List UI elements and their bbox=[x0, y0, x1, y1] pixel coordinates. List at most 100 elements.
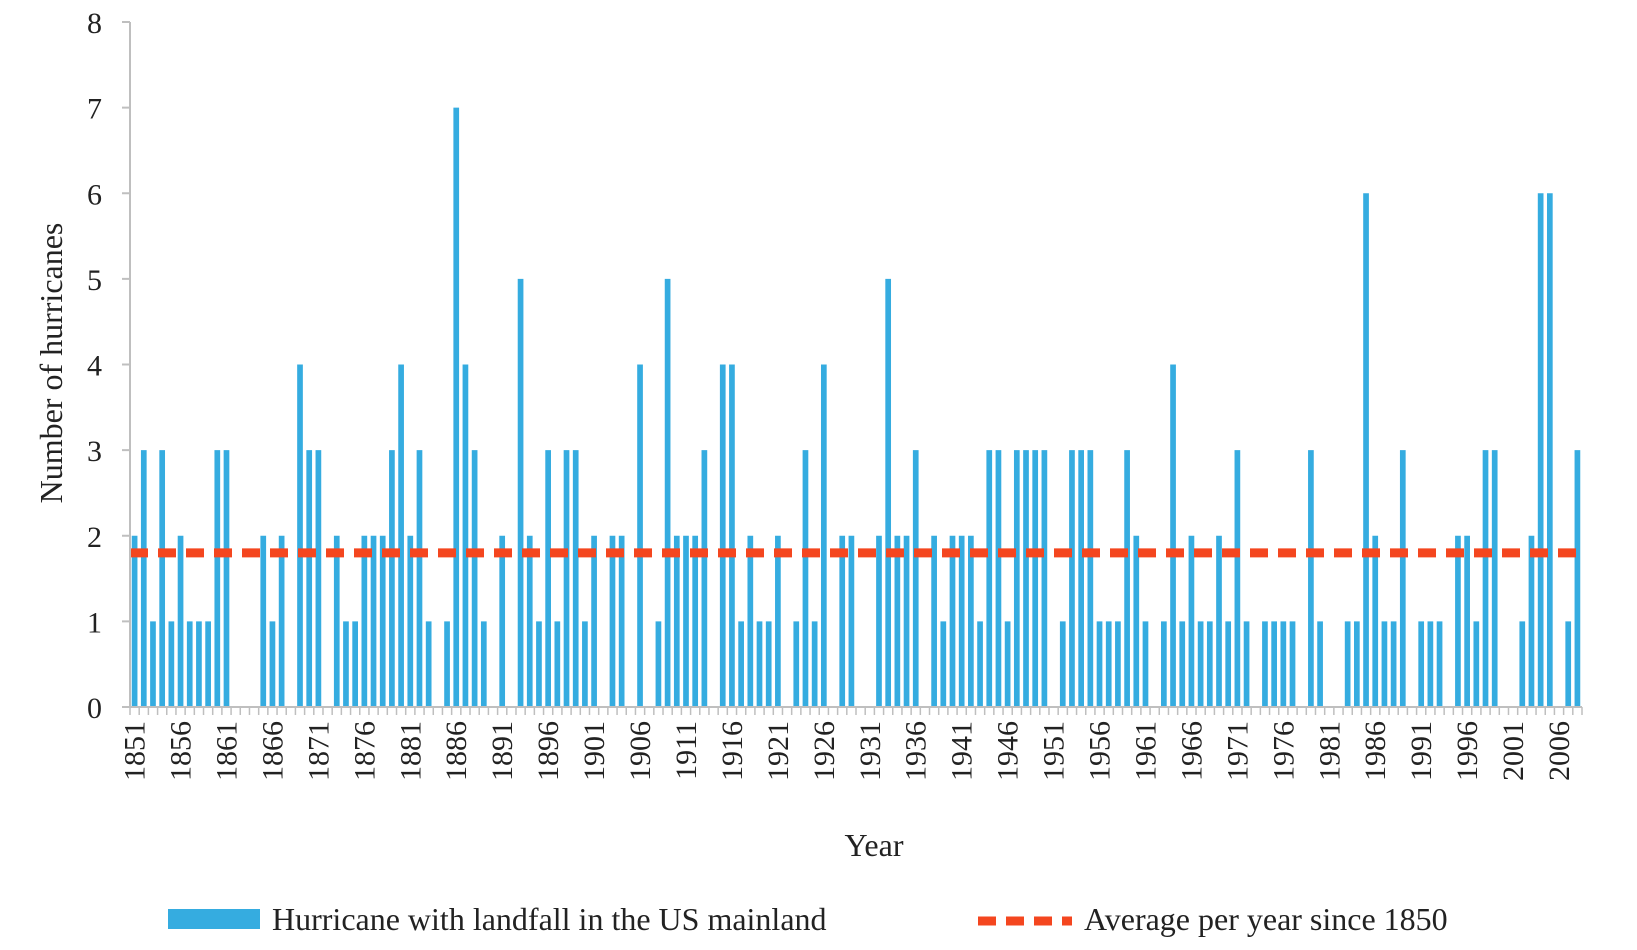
x-tick-label: 1886 bbox=[440, 721, 473, 781]
bar-1960 bbox=[1133, 535, 1140, 707]
bar-1944 bbox=[986, 450, 993, 708]
bar-1924 bbox=[802, 450, 809, 708]
bar-1935 bbox=[903, 535, 910, 707]
bar-1859 bbox=[205, 621, 211, 708]
x-tick-label: 1856 bbox=[165, 721, 198, 781]
bar-1933 bbox=[885, 278, 892, 708]
bar-1979 bbox=[1308, 450, 1314, 708]
x-tick-label: 1871 bbox=[302, 721, 335, 781]
bar-1989 bbox=[1399, 450, 1406, 708]
x-tick-label: 2001 bbox=[1497, 721, 1530, 781]
bar-1928 bbox=[839, 535, 846, 707]
bar-1926 bbox=[820, 364, 827, 707]
bar-1977 bbox=[1289, 621, 1296, 708]
bar-1916 bbox=[729, 364, 735, 707]
x-tick-label: 2006 bbox=[1543, 721, 1576, 781]
legend-label-bars: Hurricane with landfall in the US mainla… bbox=[272, 901, 827, 937]
bar-1891 bbox=[499, 535, 506, 707]
bar-1948 bbox=[1023, 450, 1029, 708]
y-axis-title: Number of hurricanes bbox=[33, 223, 69, 504]
bar-1987 bbox=[1381, 621, 1388, 708]
bar-1856 bbox=[177, 535, 184, 707]
bar-1897 bbox=[554, 621, 561, 708]
y-tick-label: 8 bbox=[87, 7, 102, 40]
bar-1901 bbox=[591, 535, 597, 707]
bar-1941 bbox=[958, 535, 965, 707]
bar-1984 bbox=[1354, 621, 1360, 708]
bar-1946 bbox=[1004, 621, 1011, 708]
bar-1876 bbox=[361, 535, 368, 707]
bar-1953 bbox=[1069, 450, 1075, 708]
bar-1858 bbox=[196, 621, 202, 708]
bar-1929 bbox=[848, 535, 855, 707]
bar-1889 bbox=[480, 621, 487, 708]
bar-1938 bbox=[931, 535, 937, 707]
bar-1940 bbox=[949, 535, 956, 707]
bar-1906 bbox=[637, 364, 643, 707]
y-tick-label: 4 bbox=[87, 350, 102, 383]
x-tick-label: 1991 bbox=[1405, 721, 1438, 781]
bar-1952 bbox=[1059, 621, 1066, 708]
bar-2008 bbox=[1574, 450, 1581, 708]
bar-1961 bbox=[1142, 621, 1149, 708]
bar-1997 bbox=[1473, 621, 1480, 708]
bar-1945 bbox=[995, 450, 1002, 708]
x-tick-label: 1951 bbox=[1038, 721, 1071, 781]
bar-1998 bbox=[1482, 450, 1489, 708]
x-tick-label: 1921 bbox=[762, 721, 795, 781]
legend: Hurricane with landfall in the US mainla… bbox=[168, 901, 1448, 937]
bar-1898 bbox=[563, 450, 570, 708]
bar-1936 bbox=[912, 450, 919, 708]
bar-1865 bbox=[260, 535, 267, 707]
bar-1999 bbox=[1491, 450, 1498, 708]
x-tick-label: 1981 bbox=[1313, 721, 1346, 781]
y-tick-label: 0 bbox=[87, 692, 102, 725]
x-tick-label: 1936 bbox=[900, 721, 933, 781]
bar-1878 bbox=[379, 535, 386, 707]
bar-1986 bbox=[1372, 535, 1379, 707]
bar-1949 bbox=[1032, 450, 1039, 708]
bar-1954 bbox=[1078, 450, 1084, 708]
x-tick-label: 1896 bbox=[532, 721, 565, 781]
bar-1853 bbox=[150, 621, 156, 708]
bar-1920 bbox=[765, 621, 772, 708]
bar-1958 bbox=[1115, 621, 1121, 708]
x-axis-title: Year bbox=[845, 827, 904, 863]
bar-1980 bbox=[1317, 621, 1323, 708]
bar-1911 bbox=[683, 535, 689, 707]
legend-label-average: Average per year since 1850 bbox=[1084, 901, 1448, 937]
bar-1932 bbox=[876, 535, 882, 707]
bar-1918 bbox=[747, 535, 754, 707]
bar-1996 bbox=[1464, 535, 1470, 707]
bar-1913 bbox=[701, 450, 708, 708]
bar-1975 bbox=[1271, 621, 1277, 708]
bar-2003 bbox=[1528, 535, 1535, 707]
bar-1963 bbox=[1161, 621, 1167, 708]
x-tick-label: 1966 bbox=[1175, 721, 1208, 781]
bar-1995 bbox=[1455, 535, 1461, 707]
bar-1900 bbox=[582, 621, 588, 708]
bar-1976 bbox=[1280, 621, 1287, 708]
bar-1988 bbox=[1390, 621, 1397, 708]
bar-1965 bbox=[1179, 621, 1186, 708]
bars-layer bbox=[131, 107, 1581, 708]
bar-1910 bbox=[673, 535, 680, 707]
bar-1888 bbox=[471, 450, 478, 708]
bar-1966 bbox=[1188, 535, 1195, 707]
bar-1956 bbox=[1096, 621, 1103, 708]
bar-1912 bbox=[692, 535, 699, 707]
bar-1915 bbox=[719, 364, 726, 707]
bar-1919 bbox=[756, 621, 763, 708]
bar-1992 bbox=[1427, 621, 1434, 708]
bar-1867 bbox=[278, 535, 285, 707]
x-tick-label: 1866 bbox=[256, 721, 289, 781]
x-tick-label: 1926 bbox=[808, 721, 841, 781]
bar-1886 bbox=[453, 107, 460, 708]
bar-1852 bbox=[140, 450, 147, 708]
bar-1893 bbox=[517, 278, 524, 708]
bar-1851 bbox=[131, 535, 138, 707]
bar-1947 bbox=[1013, 450, 1020, 708]
bar-1939 bbox=[940, 621, 947, 708]
x-tick-label: 1946 bbox=[992, 721, 1025, 781]
x-tick-label: 1996 bbox=[1451, 721, 1484, 781]
